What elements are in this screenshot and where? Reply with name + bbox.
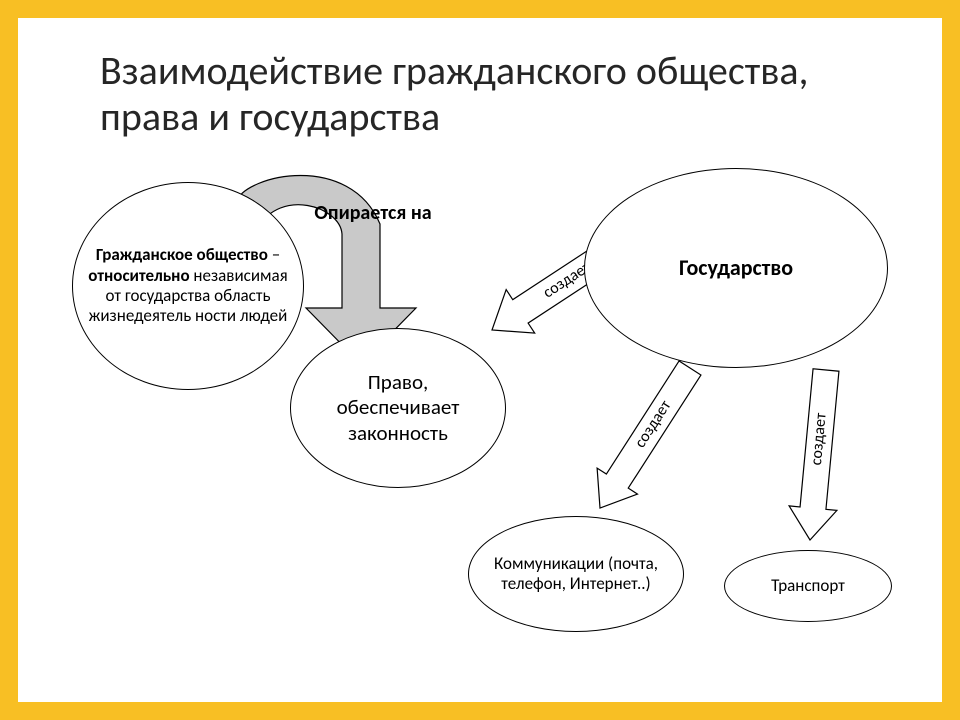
- node-communications: Коммуникации (почта, телефон, Интернет..…: [468, 516, 684, 632]
- node-state: Государство: [584, 168, 888, 368]
- node-civil-society: Гражданское общество – относительно неза…: [72, 182, 304, 390]
- node-law: Право, обеспечивает законность: [290, 328, 506, 488]
- arrow-state-to-transport: создает: [786, 368, 850, 542]
- arrow-label: создает: [807, 411, 831, 466]
- page-title: Взаимодействие гражданского общества, пр…: [100, 48, 870, 140]
- label-relies-on: Опирается на: [308, 202, 438, 224]
- node-transport: Транспорт: [724, 550, 892, 622]
- diagram-canvas: создаетсоздаетсоздает Взаимодействие гра…: [18, 18, 942, 702]
- arrow-label: создает: [631, 396, 676, 451]
- arrow-state-to-comm: создает: [580, 355, 710, 521]
